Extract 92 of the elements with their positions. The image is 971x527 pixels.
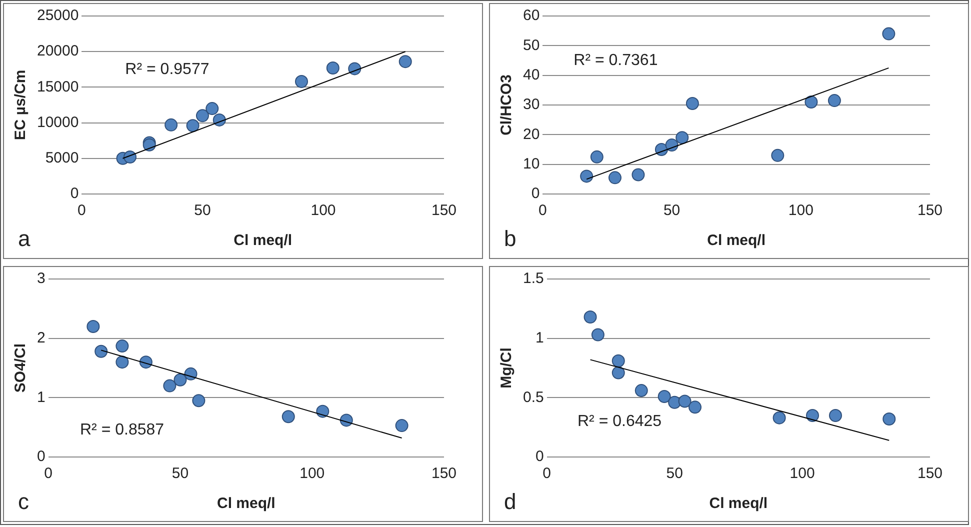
y-tick-label: 20 (522, 126, 540, 143)
y-tick-label: 0 (536, 448, 544, 465)
x-axis-title: Cl meq/l (709, 494, 768, 512)
x-tick-label: 150 (917, 464, 943, 482)
y-tick-label: 10000 (36, 114, 79, 131)
x-axis-title: Cl meq/l (216, 494, 276, 512)
text: d (504, 488, 516, 514)
point (94, 344, 108, 358)
y-tick-label: 3 (37, 270, 46, 287)
y-tick-label: 0.5 (522, 388, 544, 406)
point (658, 389, 671, 402)
y-tick-label: 60 (522, 7, 540, 24)
point (771, 148, 784, 162)
annotation: R² = 0.9577 (125, 60, 210, 78)
point (612, 366, 625, 379)
point (590, 150, 604, 164)
x-tick-label: 150 (431, 464, 457, 482)
y-tick-label: 10 (522, 155, 540, 172)
point (828, 408, 842, 422)
point (668, 395, 682, 408)
y-tick-label: 25000 (36, 7, 79, 24)
y-tick-label: 5000 (45, 150, 79, 167)
y-tick-label: 1.5 (522, 270, 544, 287)
point (192, 394, 206, 407)
annotation: R² = 0.7361 (574, 52, 658, 69)
point (676, 131, 689, 144)
x-tick-label: 100 (310, 202, 336, 220)
point (326, 61, 340, 74)
point (316, 404, 330, 418)
y-tick-label: 2 (37, 328, 46, 346)
text: b (504, 226, 516, 252)
point (882, 27, 896, 40)
y-axis-title: SO4/Cl (12, 342, 30, 392)
point (688, 400, 702, 414)
y-tick-label: 1 (37, 388, 46, 406)
text: c (18, 488, 29, 514)
x-tick-label: 50 (666, 464, 683, 482)
y-axis-title: EC µs/Cm (12, 70, 30, 140)
point (163, 378, 176, 392)
x-tick-label: 50 (663, 202, 680, 220)
x-tick-label: 150 (431, 202, 457, 220)
y-tick-label: 40 (522, 66, 540, 84)
y-tick-label: 50 (522, 36, 540, 54)
point (196, 109, 209, 122)
point (804, 96, 818, 109)
y-tick-label: 0 (37, 448, 46, 465)
point (164, 118, 178, 132)
point (295, 75, 308, 88)
y-tick-label: 1 (536, 328, 544, 346)
y-axis-title: Mg/Cl (498, 347, 516, 388)
x-tick-label: 50 (172, 464, 189, 482)
x-tick-label: 50 (194, 202, 211, 220)
point (184, 366, 198, 380)
x-tick-label: 150 (917, 202, 943, 220)
y-axis-title: Cl/HCO3 (498, 74, 516, 136)
point (634, 384, 648, 397)
point (116, 355, 129, 368)
point (882, 412, 896, 426)
x-axis-title: Cl meq/l (234, 232, 292, 250)
point (86, 319, 100, 332)
point (398, 55, 412, 68)
text: a (18, 226, 30, 252)
point (612, 354, 625, 367)
y-tick-label: 15000 (36, 78, 79, 96)
y-tick-label: 30 (522, 96, 540, 114)
x-axis-title: Cl meq/l (707, 232, 766, 250)
point (806, 408, 819, 422)
point (828, 94, 841, 108)
point (116, 339, 129, 352)
annotation: R² = 0.8587 (80, 421, 164, 438)
point (580, 170, 594, 183)
x-tick-label: 100 (790, 464, 815, 482)
point (665, 138, 678, 152)
point (678, 394, 692, 408)
y-tick-label: 0 (531, 185, 540, 202)
point (395, 418, 408, 432)
point (632, 168, 645, 182)
point (174, 372, 187, 386)
annotation: R² = 0.6425 (578, 412, 662, 430)
y-tick-label: 0 (70, 185, 79, 202)
x-tick-label: 100 (300, 464, 325, 482)
point (340, 413, 353, 426)
point (772, 410, 786, 424)
point (206, 102, 219, 116)
point (608, 171, 622, 184)
point (584, 310, 597, 323)
x-tick-label: 100 (788, 202, 814, 220)
point (186, 119, 200, 132)
point (282, 410, 295, 423)
y-tick-label: 20000 (36, 42, 79, 60)
point (591, 328, 604, 341)
point (686, 97, 699, 110)
